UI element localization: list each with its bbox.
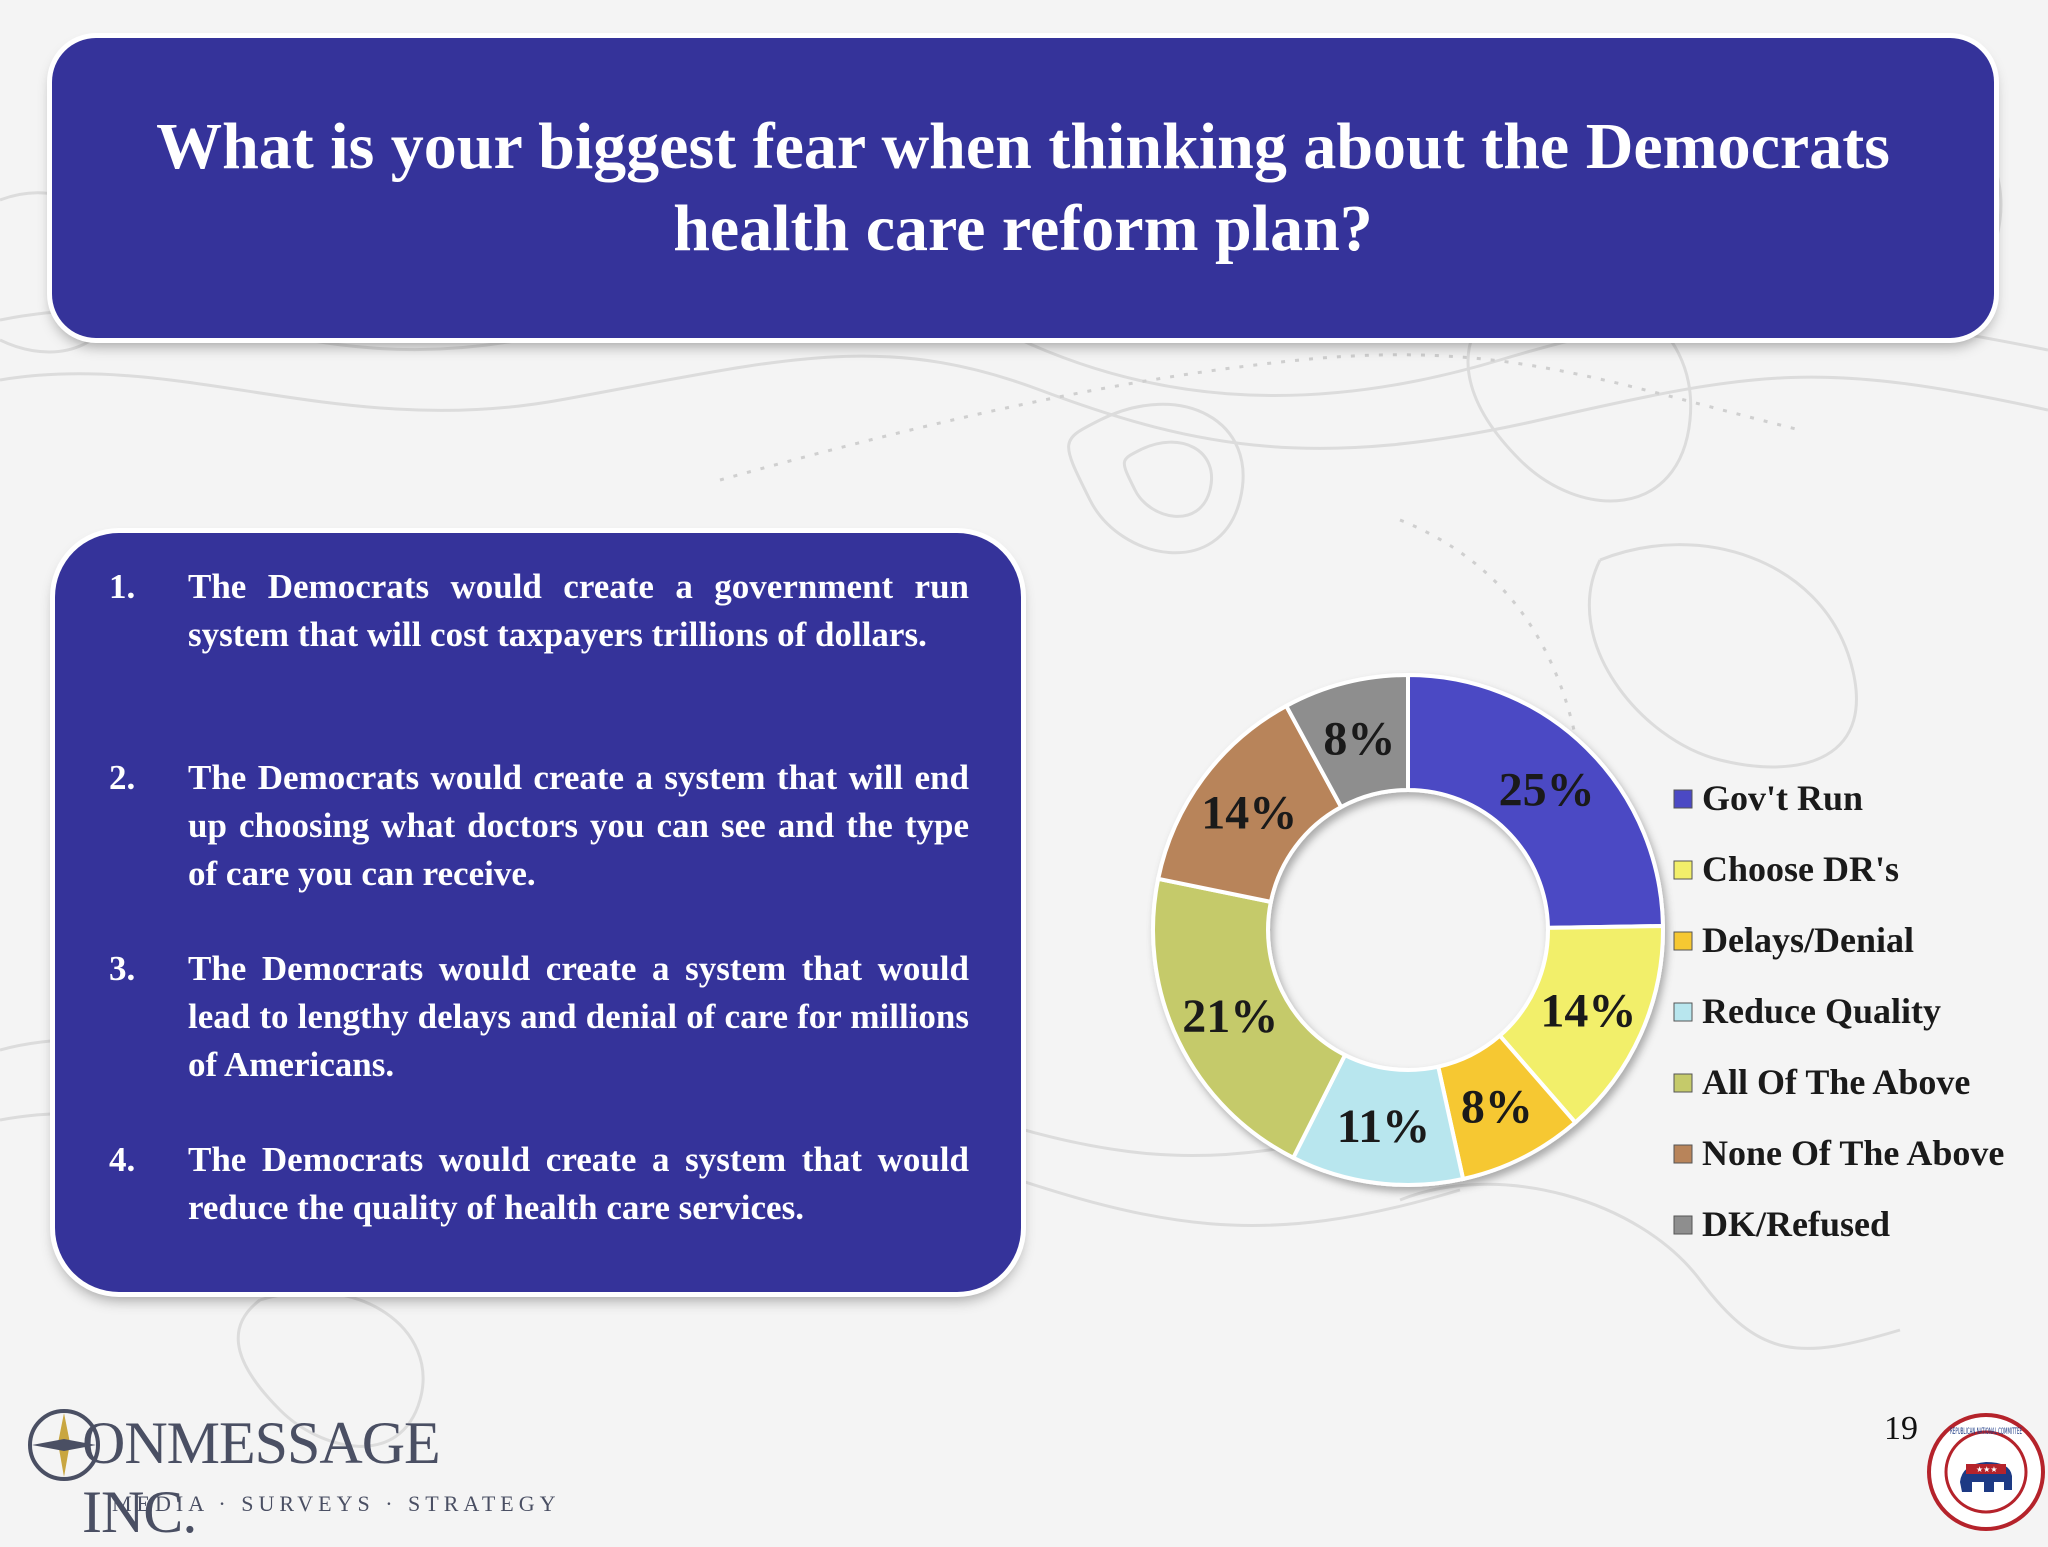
title-line-1: What is your biggest fear when thinking … [156,110,1890,183]
legend-swatch [1673,931,1693,951]
option-number: 1. [109,567,136,606]
slice-label: 8% [1323,713,1395,766]
title-banner: What is your biggest fear when thinking … [52,38,1994,338]
option-item-3: 3. The Democrats would create a system t… [109,945,969,1089]
slice-label: 8% [1461,1080,1533,1133]
option-item-2: 2. The Democrats would create a system t… [109,754,969,898]
legend-label: All Of The Above [1702,1062,1970,1102]
option-number: 3. [109,949,136,988]
slice-label: 14% [1540,985,1636,1038]
legend-label: Choose DR's [1702,849,1899,889]
seal-text: REPUBLICAN NATIONAL COMMITTEE [1950,1427,2022,1437]
legend-swatch [1673,1002,1693,1022]
legend-swatch [1673,789,1693,809]
slice-label: 11% [1337,1100,1430,1153]
legend-label: DK/Refused [1702,1204,1890,1244]
donut-slice [1283,672,1410,810]
legend-swatch [1673,1073,1693,1093]
logo-name: ONMESSAGE INC. [82,1410,441,1545]
option-item-4: 4. The Democrats would create a system t… [109,1136,969,1232]
onmessage-logo: ONMESSAGE INC. MEDIA · SURVEYS · STRATEG… [22,1395,562,1545]
donut-slice [1406,672,1666,930]
page-number: 19 [1884,1410,1918,1447]
slice-label: 21% [1182,990,1278,1043]
option-number: 2. [109,758,136,797]
legend-swatch [1673,1144,1693,1164]
option-text: The Democrats would create a government … [188,567,969,654]
logo-tagline: MEDIA · SURVEYS · STRATEGY [112,1491,561,1516]
legend-label: Gov't Run [1702,778,1863,818]
slice-label: 25% [1499,763,1595,816]
legend-label: Delays/Denial [1702,920,1914,960]
option-text: The Democrats would create a system that… [188,758,969,893]
legend-label: None Of The Above [1702,1133,2004,1173]
compass-icon [28,1409,100,1481]
legend-swatch [1673,860,1693,880]
title-line-2: health care reform plan? [673,192,1373,265]
options-panel: 1. The Democrats would create a governme… [55,533,1021,1292]
rnc-seal: ★★★ REPUBLICAN NATIONAL COMMITTEE [1927,1413,2045,1531]
option-number: 4. [109,1140,136,1179]
legend-label: Reduce Quality [1702,991,1941,1031]
slice-label: 14% [1201,786,1297,839]
option-text: The Democrats would create a system that… [188,949,969,1084]
donut-slice [1151,876,1348,1161]
svg-text:★★★: ★★★ [1976,1465,1998,1474]
option-item-1: 1. The Democrats would create a governme… [109,563,969,659]
option-text: The Democrats would create a system that… [188,1140,969,1227]
legend-swatch [1673,1215,1693,1235]
